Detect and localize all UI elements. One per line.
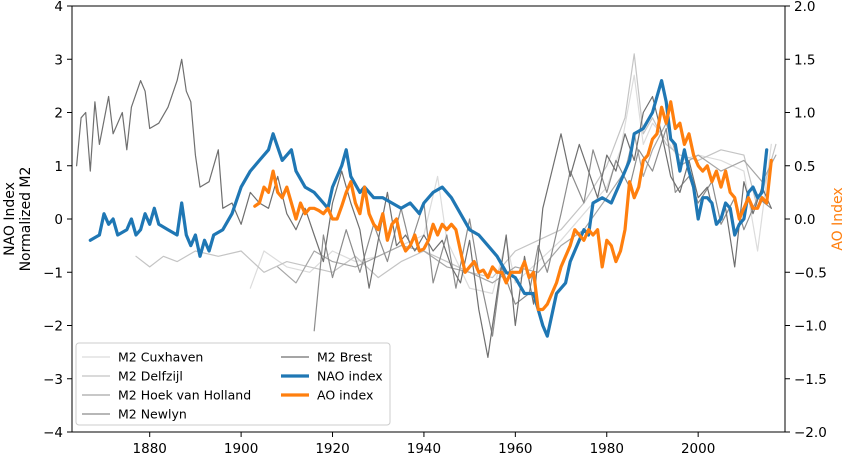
y-left-tick-label: 3: [54, 52, 63, 68]
series-line-m2-delfzijl: [135, 53, 777, 279]
x-tick-label: 1900: [224, 441, 258, 454]
y-right-tick-label: 1.5: [794, 52, 815, 68]
series-line-ao-index: [253, 100, 773, 312]
axes-layer: 1880 1900 1920 1940 1960 1980 2000 −4 −3 −2 −1 0 1 2 3…: [43, 0, 827, 454]
legend-label-m2-delfzijl: M2 Delfzijl: [118, 369, 183, 384]
y-left-tick-label: −4: [43, 425, 63, 441]
y-right-tick-label: −1.5: [794, 372, 827, 388]
y-left-tick-label: −2: [43, 319, 63, 335]
legend-label-ao-index: AO index: [317, 388, 373, 403]
y-left-tick-label: 1: [54, 159, 63, 175]
y-left-tick-label: −1: [43, 265, 63, 281]
y-left-tick-label: 4: [54, 0, 63, 15]
legend-label-m2-hoek-van-holland: M2 Hoek van Holland: [118, 388, 251, 403]
legend-box: [75, 342, 391, 426]
y-right-label-ao: AO Index: [830, 187, 846, 250]
series-layer: [76, 53, 777, 358]
series-line-m2-newlyn: [313, 127, 772, 337]
y-right-tick-label: 0.5: [794, 159, 815, 175]
series-line-m2-brest: [76, 58, 772, 358]
y-left-label-m2: Normalized M2: [18, 167, 34, 272]
y-left-tick-label: −3: [43, 372, 63, 388]
x-tick-label: 1940: [407, 441, 441, 454]
x-tick-label: 1920: [315, 441, 349, 454]
legend-label-m2-brest: M2 Brest: [317, 350, 372, 365]
y-right-tick-label: 2.0: [794, 0, 815, 15]
y-right-tick-label: −2.0: [794, 425, 827, 441]
y-right-tick-label: 1.0: [794, 106, 815, 122]
y-left-tick-label: 2: [54, 106, 63, 122]
y-right-tick-label: −1.0: [794, 319, 827, 335]
series-line-nao-index: [88, 79, 769, 338]
x-tick-label: 1880: [133, 441, 167, 454]
legend-label-m2-newlyn: M2 Newlyn: [118, 407, 187, 422]
legend-label-nao-index: NAO index: [317, 369, 383, 384]
y-right-tick-label: −0.5: [794, 265, 827, 281]
y-left-label-nao: NAO Index: [2, 182, 18, 256]
x-tick-label: 1960: [498, 441, 532, 454]
y-left-tick-label: 0: [54, 212, 63, 228]
x-tick-label: 2000: [681, 441, 715, 454]
x-tick-label: 1980: [590, 441, 624, 454]
y-right-tick-label: 0.0: [794, 212, 815, 228]
legend: M2 Cuxhaven M2 Delfzijl M2 Hoek van Hollan…: [75, 342, 391, 426]
legend-label-m2-cuxhaven: M2 Cuxhaven: [118, 350, 203, 365]
